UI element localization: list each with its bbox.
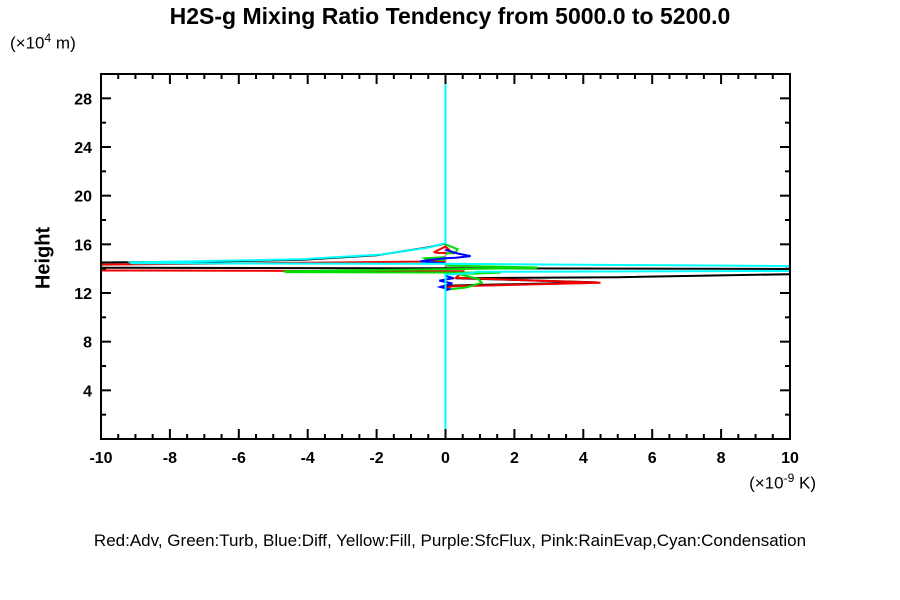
y-tick-label: 16 (74, 237, 92, 254)
x-tick-label: 6 (648, 450, 657, 467)
y-tick-label: 12 (74, 286, 92, 303)
chart-title: H2S-g Mixing Ratio Tendency from 5000.0 … (169, 3, 731, 29)
x-tick-label: -8 (163, 450, 177, 467)
x-tick-label: 2 (510, 450, 519, 467)
y-tick-label: 24 (74, 140, 92, 157)
color-legend-text: Red:Adv, Green:Turb, Blue:Diff, Yellow:F… (93, 531, 807, 550)
y-tick-label: 4 (83, 383, 92, 400)
x-tick-label: 4 (579, 450, 588, 467)
series-Condensation (444, 269, 790, 439)
x-tick-label: -4 (301, 450, 315, 467)
series-Diff (436, 275, 455, 292)
x-tick-label: -10 (89, 450, 112, 467)
y-axis-unit-label: (×104 m) (10, 31, 76, 53)
y-tick-label: 28 (74, 91, 92, 108)
x-tick-label: -2 (369, 450, 383, 467)
x-tick-label: -6 (232, 450, 246, 467)
series-Turb (445, 243, 460, 255)
x-tick-label: 10 (781, 450, 799, 467)
series-Adv (101, 269, 601, 289)
series-Condensation (126, 74, 790, 268)
series-curves (101, 74, 790, 439)
y-tick-label: 20 (74, 189, 92, 206)
axis-ticks (100, 74, 791, 439)
x-axis-unit-label: (×10-9 K) (749, 471, 816, 493)
x-tick-label: 0 (441, 450, 450, 467)
series-Diff (420, 248, 471, 265)
y-tick-label: 8 (83, 335, 92, 352)
x-tick-label: 8 (717, 450, 726, 467)
